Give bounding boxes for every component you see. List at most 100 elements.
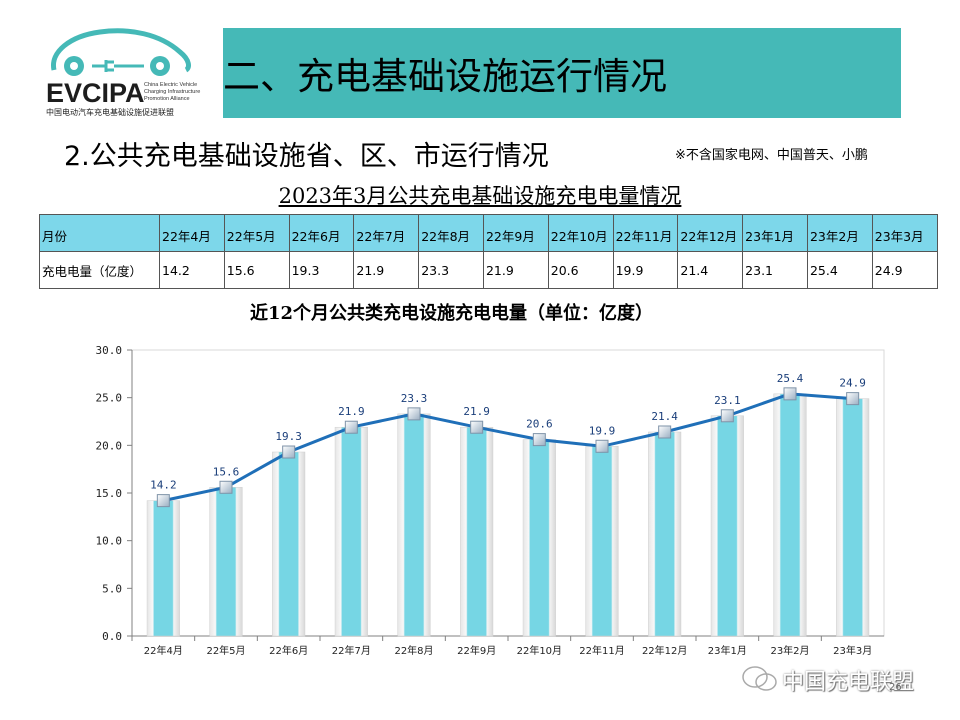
data-label: 19.3 <box>275 430 302 443</box>
bar <box>146 500 180 637</box>
car-plug-icon <box>51 28 191 76</box>
month-cell: 22年8月 <box>418 214 484 252</box>
bar <box>648 431 682 637</box>
chart-title: 近12个月公共类充电设施充电电量（单位：亿度） <box>250 303 654 324</box>
bar <box>773 393 807 637</box>
data-label: 19.9 <box>589 424 616 437</box>
wechat-icon <box>740 664 780 698</box>
bar <box>710 415 744 637</box>
x-tick-label: 23年3月 <box>833 644 872 657</box>
value-cell: 21.9 <box>482 251 549 289</box>
x-tick-label: 22年11月 <box>579 644 624 657</box>
data-point <box>407 407 421 421</box>
evcipa-logo: EVCIPA China Electric Vehicle Charging I… <box>40 22 208 122</box>
x-tick-label: 22年7月 <box>332 644 371 657</box>
data-label: 20.6 <box>526 418 553 431</box>
x-tick-label: 23年1月 <box>708 644 747 657</box>
section-subtitle: 2.公共充电基础设施省、区、市运行情况 <box>64 141 549 172</box>
logo-english-line: Charging Infrastructure <box>144 89 201 95</box>
bar <box>334 426 368 637</box>
logo-english-line: Promotion Alliance <box>144 96 190 102</box>
data-label: 21.9 <box>338 405 365 418</box>
value-cell: 25.4 <box>806 251 873 289</box>
data-point <box>344 420 358 434</box>
data-label: 23.1 <box>714 394 741 407</box>
y-tick-label: 5.0 <box>102 582 122 595</box>
y-tick-label: 25.0 <box>96 392 123 405</box>
x-tick-label: 22年9月 <box>457 644 496 657</box>
logo-english-line: China Electric Vehicle <box>144 82 198 88</box>
data-label: 21.4 <box>651 410 678 423</box>
logo-chinese: 中国电动汽车充电基础设施促进联盟 <box>46 108 174 117</box>
data-label: 25.4 <box>777 372 804 385</box>
value-cell: 20.6 <box>547 251 614 289</box>
x-tick-label: 22年4月 <box>144 644 183 657</box>
value-cell: 19.3 <box>288 251 355 289</box>
value-cell: 23.1 <box>742 251 808 289</box>
month-cell: 23年3月 <box>871 214 938 252</box>
bar <box>460 426 494 637</box>
page-title: 二、充电基础设施运行情况 <box>223 55 667 98</box>
x-tick-label: 22年6月 <box>269 644 308 657</box>
value-cell: 21.9 <box>353 251 420 289</box>
bar <box>209 487 243 637</box>
month-cell: 22年11月 <box>612 214 679 252</box>
table-value-row: 充电电量（亿度） 14.2 15.6 19.3 21.9 23.3 21.9 2… <box>39 251 938 289</box>
logo-name: EVCIPA <box>46 78 145 108</box>
month-cell: 23年1月 <box>742 214 808 252</box>
month-cell: 22年4月 <box>159 214 225 252</box>
value-cell: 21.4 <box>677 251 744 289</box>
value-cell: 19.9 <box>612 251 679 289</box>
value-cell: 24.9 <box>871 251 938 289</box>
charge-volume-table: 月份 22年4月 22年5月 22年6月 22年7月 22年8月 22年9月 2… <box>39 214 938 289</box>
data-point <box>532 433 546 447</box>
data-point <box>470 420 484 434</box>
y-tick-label: 30.0 <box>96 344 123 357</box>
x-tick-label: 22年5月 <box>206 644 245 657</box>
data-label: 24.9 <box>839 377 866 390</box>
y-tick-label: 15.0 <box>96 487 123 500</box>
data-label: 21.9 <box>463 405 490 418</box>
data-point <box>658 425 672 439</box>
charge-volume-chart: 0.0 5.0 10.0 15.0 20.0 25.0 30.0 22年4月 22年5月 22年6… <box>96 344 885 657</box>
table-header-row: 月份 22年4月 22年5月 22年6月 22年7月 22年8月 22年9月 2… <box>39 214 938 252</box>
series-line <box>163 392 853 503</box>
data-point <box>595 439 609 453</box>
bar <box>397 413 431 637</box>
y-tick-label: 10.0 <box>96 535 123 548</box>
data-point <box>219 480 233 494</box>
month-cell: 22年6月 <box>288 214 355 252</box>
bar <box>836 398 870 637</box>
logo-english: China Electric Vehicle Charging Infrastr… <box>144 82 200 103</box>
month-cell: 22年12月 <box>677 214 744 252</box>
plot-area <box>131 349 885 637</box>
data-point <box>846 392 860 406</box>
bar <box>272 451 306 637</box>
data-label: 23.3 <box>401 392 428 405</box>
value-cell: 15.6 <box>223 251 290 289</box>
month-cell: 22年7月 <box>353 214 420 252</box>
data-point <box>783 387 797 401</box>
x-tick-label: 23年2月 <box>770 644 809 657</box>
data-label: 15.6 <box>213 465 240 478</box>
table-title: 2023年3月公共充电基础设施充电电量情况 <box>278 184 682 208</box>
data-point <box>282 445 296 459</box>
month-cell: 22年10月 <box>547 214 614 252</box>
exclusion-note: ※不含国家电网、中国普天、小鹏 <box>675 148 868 163</box>
value-cell: 23.3 <box>418 251 484 289</box>
title-bar: 二、充电基础设施运行情况 <box>223 28 901 118</box>
bar <box>585 446 619 637</box>
y-tick-label: 20.0 <box>96 439 123 452</box>
month-cell: 22年5月 <box>223 214 290 252</box>
y-tick-label: 0.0 <box>102 630 122 643</box>
watermark-text: 中国充电联盟 <box>782 670 915 695</box>
value-cell: 14.2 <box>159 251 225 289</box>
month-cell: 22年9月 <box>482 214 549 252</box>
x-tick-label: 22年10月 <box>517 644 562 657</box>
page-number: 26 <box>889 682 902 693</box>
x-tick-label: 22年8月 <box>394 644 433 657</box>
month-cell: 23年2月 <box>806 214 873 252</box>
row-label-month: 月份 <box>39 214 160 252</box>
data-label: 14.2 <box>150 479 177 492</box>
data-point <box>156 494 170 508</box>
